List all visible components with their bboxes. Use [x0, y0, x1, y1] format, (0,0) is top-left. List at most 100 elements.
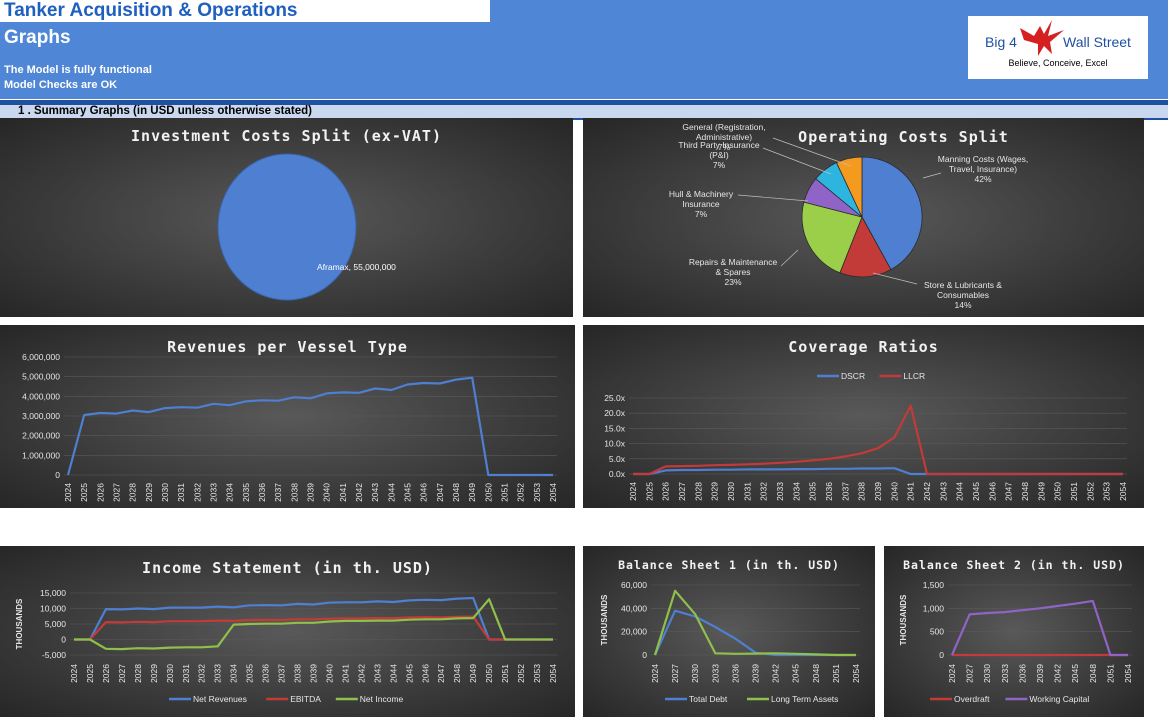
page-title: Tanker Acquisition & Operations [4, 0, 298, 21]
leader-line [772, 137, 852, 167]
pie-slice-pct: 14% [954, 300, 971, 310]
x-tick-label: 2048 [1088, 664, 1098, 683]
x-tick-label: 2036 [824, 482, 834, 501]
section-divider [0, 100, 1168, 105]
pie-slice-pct: 7% [718, 142, 731, 152]
legend-label: Net Revenues [193, 694, 247, 704]
leader-line [737, 194, 809, 202]
y-tick-label: 15,000 [40, 588, 66, 598]
x-tick-label: 2041 [340, 664, 350, 683]
x-tick-label: 2032 [192, 483, 202, 502]
x-tick-label: 2048 [451, 483, 461, 502]
y-tick-label: 0 [939, 650, 944, 660]
x-tick-label: 2053 [532, 664, 542, 683]
y-tick-label: 5.0x [609, 454, 626, 464]
page-subtitle: Graphs [4, 27, 71, 48]
x-tick-label: 2040 [322, 483, 332, 502]
y-tick-label: 20,000 [621, 627, 647, 637]
chart-title: Investment Costs Split (ex-VAT) [131, 127, 442, 145]
y-tick-label: 15.0x [604, 423, 626, 433]
section-label: 1 . Summary Graphs (in USD unless otherw… [18, 105, 312, 117]
legend-label: Working Capital [1029, 694, 1089, 704]
x-tick-label: 2038 [289, 483, 299, 502]
pie-slice-label: General (Registration, Administrative) 7% [682, 122, 765, 152]
series-line [950, 599, 1128, 657]
x-tick-label: 2043 [370, 483, 380, 502]
title-box: Tanker Acquisition & Operations [0, 0, 490, 22]
x-tick-label: 2032 [759, 482, 769, 501]
x-tick-label: 2036 [1017, 664, 1027, 683]
x-tick-label: 2026 [101, 664, 111, 683]
pie-slice-pct: 23% [724, 277, 741, 287]
x-tick-label: 2037 [277, 664, 287, 683]
balance-sheet-1-chart: Balance Sheet 1 (in th. USD) 0 20,000 40,0… [583, 546, 875, 717]
logo-tagline: Believe, Conceive, Excel [1008, 58, 1108, 68]
x-tick-label: 2041 [906, 482, 916, 501]
x-tick-label: 2039 [873, 482, 883, 501]
series-line [633, 404, 1123, 476]
x-tick-label: 2031 [176, 483, 186, 502]
x-tick-label: 2042 [771, 664, 781, 683]
x-tick-label: 2037 [273, 483, 283, 502]
x-tick-label: 2050 [483, 483, 493, 502]
y-tick-label: 4,000,000 [22, 391, 60, 401]
x-tick-label: 2032 [197, 664, 207, 683]
x-tick-label: 2036 [261, 664, 271, 683]
x-tick-label: 2024 [650, 664, 660, 683]
x-tick-label: 2051 [500, 664, 510, 683]
x-tick-label: 2047 [435, 483, 445, 502]
series-line [653, 609, 856, 657]
x-tick-label: 2024 [63, 483, 73, 502]
balance-sheet-2-svg: 0 500 1,000 1,500 2024 2027 2030 2033 2036 2039 20… [899, 580, 1133, 704]
balance-sheet-1-svg: 0 20,000 40,000 60,000 2024 2027 2030 2033 2036 2… [600, 580, 861, 704]
balance-sheet-2-chart: Balance Sheet 2 (in th. USD) 0 500 1,000 1,… [884, 546, 1144, 717]
eagle-icon [1020, 20, 1064, 56]
x-tick-label: 2049 [1036, 482, 1046, 501]
legend-label: LLCR [903, 371, 925, 381]
x-tick-label: 2038 [293, 664, 303, 683]
x-tick-label: 2037 [840, 482, 850, 501]
series-line [74, 596, 553, 641]
status-model-checks: Model Checks are OK [4, 79, 118, 91]
y-tick-label: -5,000 [42, 650, 66, 660]
y-tick-label: 500 [930, 627, 944, 637]
x-tick-label: 2045 [403, 483, 413, 502]
chart-title: Operating Costs Split [798, 128, 1009, 146]
pie-slice [861, 156, 923, 271]
pie-slice-label: Hull & Machinery Insurance 7% [669, 189, 734, 219]
leader-line [762, 147, 832, 175]
income-svg: -5,000 0 5,000 10,000 15,000 2024 2025 2026 2027… [15, 588, 558, 704]
leader-line [872, 272, 918, 285]
x-tick-label: 2052 [516, 483, 526, 502]
y-tick-label: 60,000 [621, 580, 647, 590]
x-tick-label: 2046 [419, 483, 429, 502]
y-tick-label: 5,000 [45, 619, 67, 629]
x-tick-label: 2036 [730, 664, 740, 683]
status-model-functional: The Model is fully functional [4, 64, 152, 76]
x-tick-label: 2030 [982, 664, 992, 683]
logo-text-left: Big 4 [985, 34, 1017, 50]
logo-text-right: Wall Street [1063, 34, 1131, 50]
x-tick-label: 2049 [467, 483, 477, 502]
x-tick-label: 2054 [851, 664, 861, 683]
x-tick-label: 2034 [225, 483, 235, 502]
x-tick-label: 2028 [128, 483, 138, 502]
x-tick-label: 2043 [372, 664, 382, 683]
x-tick-label: 2028 [133, 664, 143, 683]
x-tick-label: 2047 [436, 664, 446, 683]
investment-costs-chart: Investment Costs Split (ex-VAT) Aframax,… [0, 118, 573, 317]
operating-pie-svg: Manning Costs (Wages, Travel, Insurance) 4… [669, 122, 1028, 310]
x-tick-label: 2026 [661, 482, 671, 501]
x-tick-label: 2025 [644, 482, 654, 501]
legend-label: Net Income [360, 694, 404, 704]
x-tick-label: 2044 [388, 664, 398, 683]
x-tick-label: 2050 [1053, 482, 1063, 501]
y-tick-label: 0 [61, 635, 66, 645]
x-tick-label: 2039 [306, 483, 316, 502]
legend-label: Overdraft [954, 694, 990, 704]
x-tick-label: 2051 [1069, 482, 1079, 501]
logo: Big 4 Wall Street Believe, Conceive, Exc… [968, 16, 1148, 79]
pie-slice-label: Third Party Insurance (P&I) 7% [678, 140, 760, 170]
x-tick-label: 2035 [808, 482, 818, 501]
y-tick-label: 0 [642, 650, 647, 660]
